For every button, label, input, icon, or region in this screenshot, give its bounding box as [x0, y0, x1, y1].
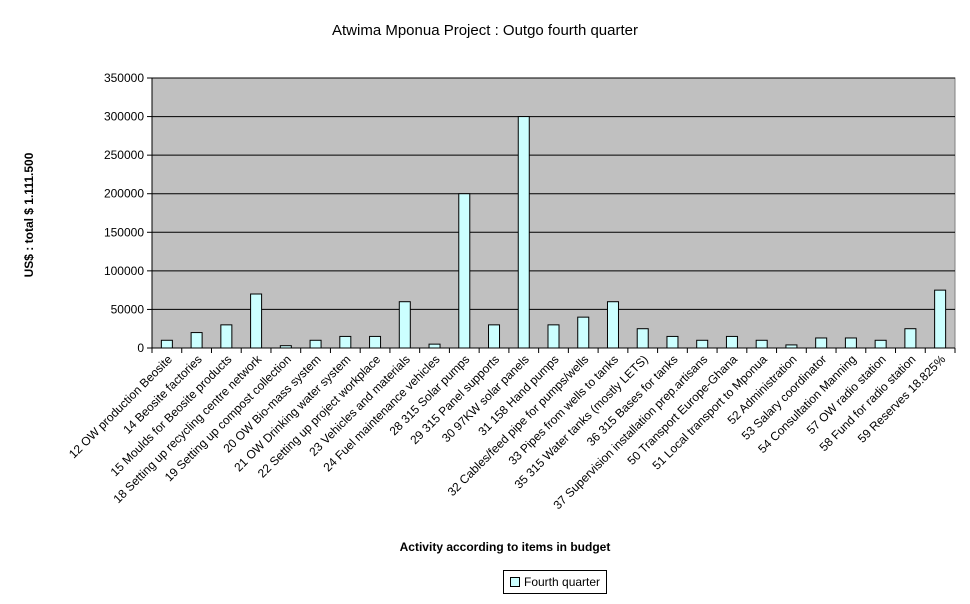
chart-title: Atwima Mponua Project : Outgo fourth qua…	[332, 22, 638, 39]
y-tick-label: 0	[137, 341, 144, 355]
y-tick-label: 100000	[104, 264, 144, 278]
y-tick-label: 150000	[104, 225, 144, 239]
legend: Fourth quarter	[503, 570, 608, 594]
bar	[755, 339, 768, 349]
bar	[250, 293, 263, 349]
y-tick-label: 50000	[111, 302, 145, 316]
y-tick-label: 300000	[104, 110, 144, 124]
bar	[815, 337, 828, 349]
bar	[636, 328, 649, 349]
bar	[488, 324, 501, 349]
bar	[606, 301, 619, 349]
bar	[220, 324, 233, 349]
plot-area	[151, 77, 956, 349]
legend-label: Fourth quarter	[524, 575, 601, 589]
bar	[369, 335, 382, 349]
bar	[874, 339, 887, 349]
bar	[190, 332, 203, 349]
bar	[904, 328, 917, 349]
bar	[398, 301, 411, 349]
x-tick-label: 15 Moulds for Beosite products	[108, 352, 235, 479]
y-tick-label: 350000	[104, 71, 144, 85]
bar	[517, 116, 530, 349]
bar	[844, 337, 857, 349]
bar	[458, 193, 471, 349]
y-axis-label: US$ : total $ 1.111.500	[22, 152, 36, 278]
bar	[725, 335, 738, 349]
legend-swatch	[510, 577, 520, 587]
x-axis-label: Activity according to items in budget	[399, 540, 611, 554]
bar	[666, 335, 679, 349]
bar	[934, 289, 947, 349]
bar	[577, 316, 590, 349]
bar	[339, 335, 352, 349]
y-tick-label: 250000	[104, 148, 144, 162]
bar	[160, 339, 173, 349]
bar	[428, 343, 441, 349]
y-tick-label: 200000	[104, 187, 144, 201]
bar	[309, 339, 322, 349]
bar	[547, 324, 560, 349]
bar	[696, 339, 709, 349]
